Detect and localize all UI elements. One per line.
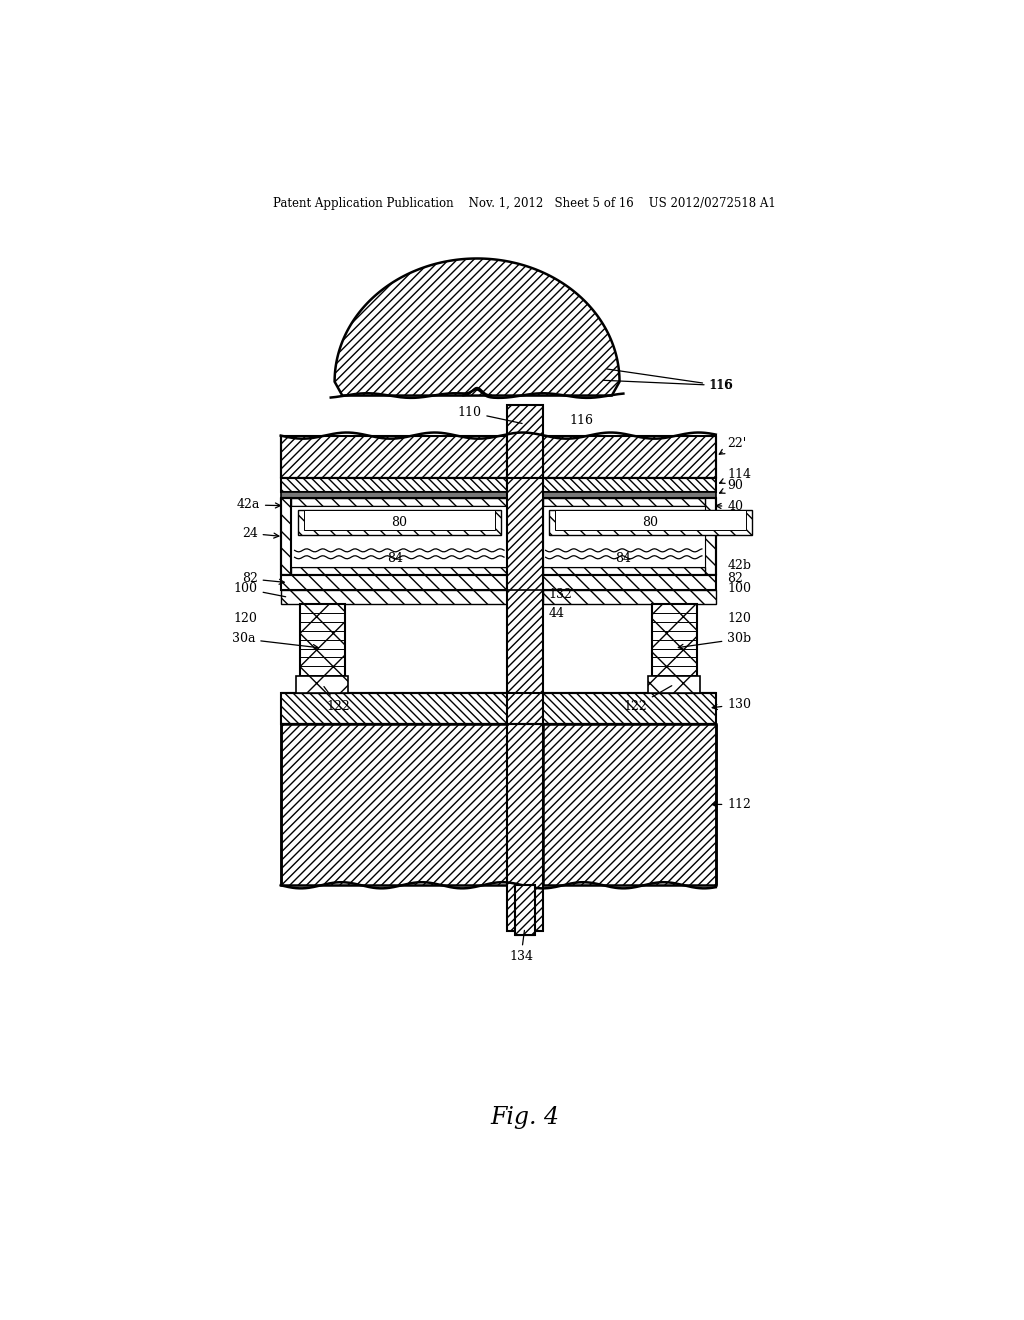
Text: 24: 24 xyxy=(242,527,279,540)
Text: 130: 130 xyxy=(713,698,752,711)
Text: 30b: 30b xyxy=(678,632,752,649)
Text: 84: 84 xyxy=(387,552,403,565)
Text: 110: 110 xyxy=(458,405,522,424)
Text: 42a: 42a xyxy=(237,499,281,511)
Text: 116: 116 xyxy=(569,413,594,426)
Bar xyxy=(648,676,700,693)
Bar xyxy=(281,590,507,605)
Polygon shape xyxy=(335,259,620,396)
Text: 42b: 42b xyxy=(727,560,752,573)
Bar xyxy=(281,478,716,492)
Bar xyxy=(543,498,705,506)
Bar xyxy=(507,405,543,492)
Text: 44: 44 xyxy=(549,607,564,620)
Text: 84: 84 xyxy=(615,552,632,565)
Bar xyxy=(555,511,745,531)
Text: 90: 90 xyxy=(720,479,743,494)
Text: 134: 134 xyxy=(509,931,532,964)
Bar xyxy=(292,498,507,506)
Text: 22': 22' xyxy=(719,437,746,454)
Bar xyxy=(281,723,507,886)
Text: 82: 82 xyxy=(727,573,743,585)
Text: Patent Application Publication    Nov. 1, 2012   Sheet 5 of 16    US 2012/027251: Patent Application Publication Nov. 1, 2… xyxy=(273,197,776,210)
Text: 40: 40 xyxy=(716,500,743,513)
Text: 120: 120 xyxy=(233,611,258,624)
Bar xyxy=(292,506,507,568)
Text: 82: 82 xyxy=(242,573,285,585)
Text: 30a: 30a xyxy=(231,632,318,649)
Bar xyxy=(507,478,543,932)
Bar xyxy=(304,511,495,531)
Bar xyxy=(281,576,507,590)
Bar xyxy=(549,511,752,535)
Bar xyxy=(543,506,705,568)
Text: 114: 114 xyxy=(720,467,752,483)
Bar xyxy=(281,436,507,478)
Bar xyxy=(300,605,345,693)
Bar xyxy=(543,576,716,590)
Bar xyxy=(281,693,716,723)
Bar xyxy=(292,568,507,576)
Text: 120: 120 xyxy=(727,611,752,624)
Bar xyxy=(296,676,348,693)
Text: 122: 122 xyxy=(624,685,672,713)
Bar xyxy=(705,498,716,576)
Text: 116: 116 xyxy=(607,370,732,392)
Text: Fig. 4: Fig. 4 xyxy=(490,1106,559,1129)
Bar xyxy=(298,511,501,535)
Bar xyxy=(281,492,716,498)
Bar xyxy=(543,568,705,576)
Text: 132: 132 xyxy=(549,587,572,601)
Text: 122: 122 xyxy=(324,686,350,713)
Bar xyxy=(515,886,535,936)
Bar xyxy=(281,498,292,576)
Text: 116: 116 xyxy=(603,379,733,392)
Bar xyxy=(543,723,716,886)
Text: 100: 100 xyxy=(233,582,286,597)
Bar xyxy=(652,605,696,693)
Text: 112: 112 xyxy=(713,797,752,810)
Bar xyxy=(543,590,716,605)
Text: 80: 80 xyxy=(391,516,408,529)
Text: 80: 80 xyxy=(642,516,658,529)
Bar xyxy=(543,436,716,478)
Text: 100: 100 xyxy=(727,582,752,595)
